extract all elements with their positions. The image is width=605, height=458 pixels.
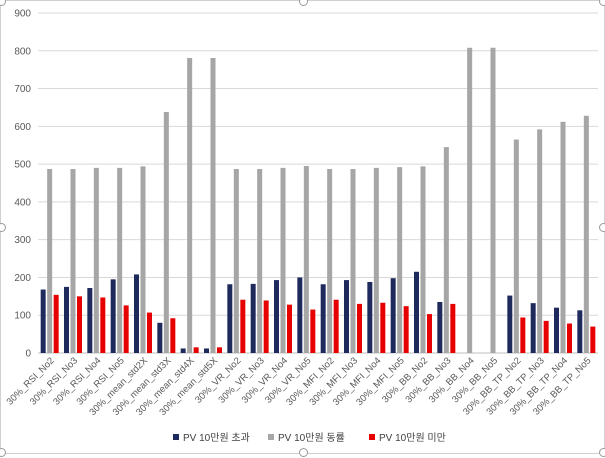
bar [53, 294, 59, 353]
bar [443, 147, 449, 353]
legend-swatch [173, 434, 179, 440]
bar [70, 169, 76, 353]
resize-handle-bottom[interactable] [299, 448, 308, 457]
legend-label: PV 10만원 미만 [379, 432, 446, 444]
x-axis-tick-labels: 30%_RSI_No230%_RSI_No330%_RSI_No430%_RSI… [5, 355, 594, 418]
legend: PV 10만원 초과 PV 10만원 동률 PV 10만원 미만 [173, 432, 446, 444]
y-tick-label: 700 [14, 84, 31, 95]
bar [333, 299, 339, 353]
bar [567, 323, 572, 353]
bar [297, 277, 303, 353]
bar [403, 306, 409, 353]
bar [310, 309, 316, 353]
bar [320, 284, 326, 353]
y-axis-tick-labels: 0 100 200 300 400 500 600 700 800 900 [14, 9, 31, 360]
bar [240, 299, 246, 353]
bars [40, 47, 596, 353]
y-tick-label: 0 [25, 349, 31, 360]
bar [554, 307, 559, 353]
bar [47, 169, 53, 353]
y-tick-label: 400 [14, 197, 31, 208]
bar [140, 166, 146, 353]
bar [367, 281, 373, 353]
bar [134, 274, 139, 353]
bar [420, 166, 426, 353]
y-tick-label: 300 [14, 235, 31, 246]
y-tick-label: 100 [14, 311, 31, 322]
bar [147, 312, 152, 353]
bar [590, 326, 596, 353]
bar [227, 284, 233, 353]
bar [87, 288, 93, 353]
resize-handle-bottom-right[interactable] [599, 448, 605, 457]
bar [257, 169, 263, 353]
bar [350, 169, 356, 353]
gridlines [38, 12, 598, 354]
bar [490, 47, 496, 353]
bar [380, 302, 386, 353]
legend-label: PV 10만원 동률 [278, 432, 345, 444]
bar [170, 318, 176, 353]
bar [100, 297, 106, 353]
bar [117, 167, 123, 353]
bar [414, 271, 419, 353]
bar [537, 129, 543, 353]
y-tick-label: 900 [14, 9, 31, 20]
bar [560, 121, 566, 353]
y-tick-label: 600 [14, 122, 31, 133]
legend-swatch [268, 434, 274, 440]
bar [427, 314, 432, 353]
bar [263, 300, 269, 353]
bar [507, 295, 513, 353]
bar [303, 166, 309, 353]
legend-swatch [369, 434, 375, 440]
bar [77, 296, 82, 353]
bar [93, 167, 99, 353]
bar [583, 115, 589, 353]
bar [513, 139, 519, 353]
bar [344, 280, 349, 353]
resize-handle-left[interactable] [0, 223, 6, 232]
bar [397, 167, 403, 353]
bar [250, 283, 256, 353]
bar [543, 320, 549, 353]
bar [287, 304, 292, 353]
resize-handle-top-left[interactable] [0, 0, 6, 6]
bar [64, 286, 69, 353]
legend-label: PV 10만원 초과 [183, 432, 250, 444]
bar [520, 317, 526, 353]
resize-handle-top[interactable] [299, 0, 308, 6]
bar [204, 348, 209, 353]
resize-handle-right[interactable] [599, 223, 605, 232]
bar [357, 303, 362, 353]
bar [210, 57, 216, 353]
bar [390, 278, 396, 353]
resize-handle-bottom-left[interactable] [0, 448, 6, 457]
bar [450, 303, 456, 353]
bar [274, 280, 279, 353]
bar [373, 167, 379, 353]
bar [233, 169, 239, 353]
resize-handle-top-right[interactable] [599, 0, 605, 6]
bar [110, 279, 116, 353]
bar [467, 47, 473, 353]
bar [217, 347, 222, 353]
bar [187, 57, 193, 353]
bar [163, 111, 169, 353]
bar [40, 289, 46, 353]
bar [437, 302, 443, 353]
bar [180, 348, 186, 353]
bar [193, 347, 199, 353]
bar [530, 303, 536, 353]
bar [327, 169, 333, 353]
y-tick-label: 800 [14, 46, 31, 57]
bar [280, 167, 286, 353]
y-tick-label: 500 [14, 160, 31, 171]
y-tick-label: 200 [14, 273, 31, 284]
bar [577, 310, 583, 353]
bar [157, 322, 163, 353]
bar [123, 305, 129, 353]
